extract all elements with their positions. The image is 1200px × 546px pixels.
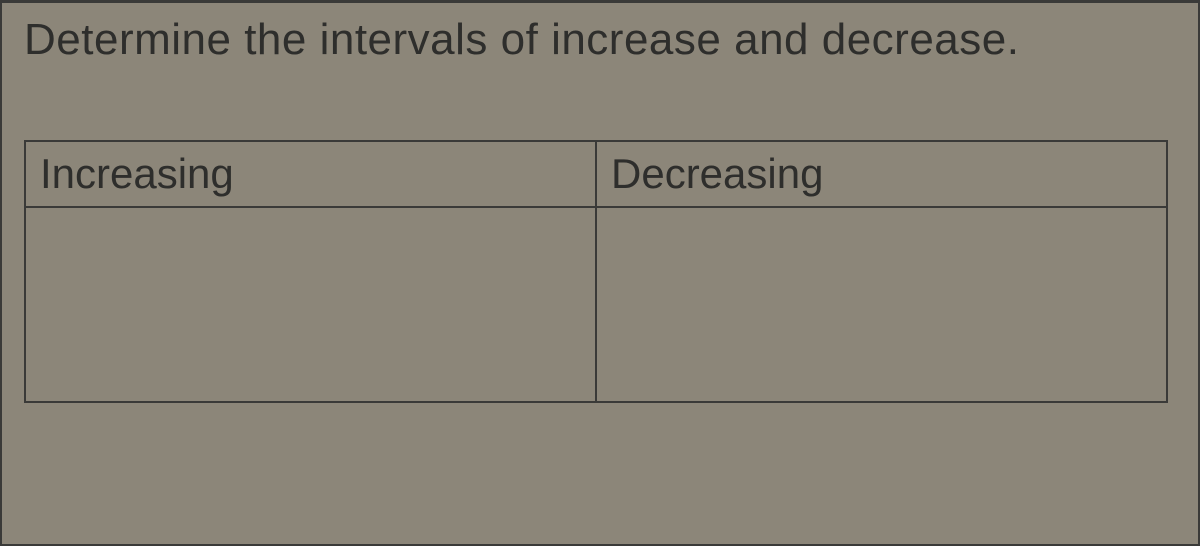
intervals-table: Increasing Decreasing — [24, 140, 1168, 403]
prompt-text: Determine the intervals of increase and … — [24, 15, 1168, 65]
table-answer-row — [25, 207, 1167, 402]
table-header-row: Increasing Decreasing — [25, 141, 1167, 207]
column-header-increasing: Increasing — [25, 141, 596, 207]
column-header-decreasing: Decreasing — [596, 141, 1167, 207]
cell-decreasing-answer — [596, 207, 1167, 402]
cell-increasing-answer — [25, 207, 596, 402]
worksheet-section: Determine the intervals of increase and … — [0, 0, 1200, 546]
